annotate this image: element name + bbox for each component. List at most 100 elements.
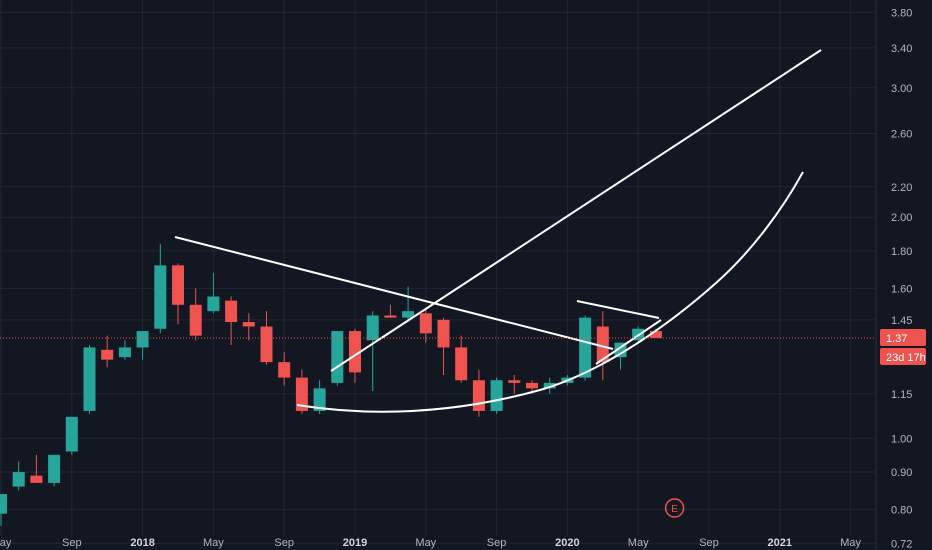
price-tick-label: 3.00 xyxy=(891,83,912,95)
candle[interactable] xyxy=(0,494,7,527)
candle-body xyxy=(455,347,468,381)
candle[interactable] xyxy=(437,317,450,375)
candle-body xyxy=(384,315,397,318)
time-tick-label: Sep xyxy=(62,537,82,549)
price-tick-label: 3.40 xyxy=(891,43,912,55)
candle[interactable] xyxy=(172,263,184,325)
last-price-badge: 1.37 23d 17h xyxy=(880,328,926,365)
candle[interactable] xyxy=(260,311,273,365)
candle[interactable] xyxy=(189,288,202,341)
candle[interactable] xyxy=(508,374,521,394)
candle-body xyxy=(278,362,291,378)
candle-body xyxy=(331,331,344,383)
candle[interactable] xyxy=(366,311,379,392)
candle-body xyxy=(0,494,7,514)
time-tick-label: 2021 xyxy=(768,537,792,549)
candle-body xyxy=(543,382,556,389)
candle-body xyxy=(579,317,592,378)
time-tick-label: May xyxy=(628,537,649,549)
candle-body xyxy=(649,331,662,338)
earnings-event-label: E xyxy=(671,504,678,515)
candle-body xyxy=(207,296,220,312)
price-axis[interactable] xyxy=(876,0,932,550)
candle-body xyxy=(30,475,43,483)
candle[interactable] xyxy=(419,309,432,343)
candle[interactable] xyxy=(83,345,96,414)
candle-body xyxy=(154,265,167,329)
candle-body xyxy=(366,315,379,341)
candle[interactable] xyxy=(154,243,167,334)
time-tick-label: May xyxy=(840,537,861,549)
candle[interactable] xyxy=(331,331,344,386)
candle-body xyxy=(490,380,503,411)
candle[interactable] xyxy=(490,377,503,414)
candle-body xyxy=(136,331,149,348)
time-tick-label: May xyxy=(203,537,224,549)
cup-base-curve[interactable] xyxy=(296,171,804,413)
candle-body xyxy=(508,380,521,383)
candle-body xyxy=(260,326,273,363)
candle-body xyxy=(12,472,25,487)
candle-body xyxy=(437,319,450,348)
candle-body xyxy=(118,347,131,358)
last-price-tag xyxy=(880,328,926,346)
candle[interactable] xyxy=(579,315,592,381)
time-tick-label: 2020 xyxy=(555,537,579,549)
candle-body xyxy=(313,388,326,411)
trend-drawings[interactable] xyxy=(174,49,822,413)
price-tick-label: 1.80 xyxy=(891,246,912,258)
earnings-event-circle[interactable] xyxy=(664,498,685,518)
pennant-lower-trendline[interactable] xyxy=(595,319,662,365)
candle[interactable] xyxy=(402,286,415,323)
candle[interactable] xyxy=(136,331,149,360)
price-tick-label: 0.80 xyxy=(891,505,912,517)
candle[interactable] xyxy=(12,461,25,491)
time-tick-label: May xyxy=(415,537,436,549)
candle-body xyxy=(83,347,96,411)
candle[interactable] xyxy=(118,340,131,360)
candle[interactable] xyxy=(384,304,397,318)
candle-body xyxy=(526,382,538,389)
candle[interactable] xyxy=(543,377,556,394)
falling-resistance-trendline[interactable] xyxy=(174,236,614,350)
candle-body xyxy=(349,331,361,373)
bar-countdown-value: 23d 17h xyxy=(886,352,926,364)
grid xyxy=(0,0,876,544)
candle[interactable] xyxy=(225,296,238,346)
pennant-upper-trendline[interactable] xyxy=(576,300,660,319)
candle[interactable] xyxy=(242,313,255,341)
candle-body xyxy=(225,300,238,323)
event-marker[interactable]: E xyxy=(664,498,685,518)
candle-body xyxy=(172,265,184,305)
candle[interactable] xyxy=(101,335,114,368)
price-tick-label: 3.80 xyxy=(891,7,912,19)
candle-body xyxy=(295,377,308,411)
candle-body xyxy=(596,326,609,363)
time-tick-label: 2019 xyxy=(343,537,367,549)
candle[interactable] xyxy=(278,352,291,386)
candle[interactable] xyxy=(65,416,78,455)
price-tick-label: 1.60 xyxy=(891,283,912,295)
price-tick-label: 1.00 xyxy=(891,433,912,445)
time-tick-label: May xyxy=(0,537,12,549)
price-tick-label: 2.60 xyxy=(891,128,912,140)
candle[interactable] xyxy=(207,272,220,314)
candle[interactable] xyxy=(30,454,43,483)
rising-channel-trendline[interactable] xyxy=(330,49,822,372)
price-tick-label: 0.90 xyxy=(891,467,912,479)
candle-body xyxy=(48,454,61,483)
candle-body xyxy=(402,311,415,318)
bar-countdown-tag xyxy=(880,347,926,365)
time-tick-label: Sep xyxy=(699,537,719,549)
price-tick-label: 1.15 xyxy=(891,389,912,401)
price-tick-label: 2.20 xyxy=(891,182,912,194)
candle[interactable] xyxy=(48,454,61,487)
time-tick-label: Sep xyxy=(274,537,294,549)
price-tick-label: 2.00 xyxy=(891,212,912,224)
candle[interactable] xyxy=(455,335,468,383)
candle-body xyxy=(101,349,114,360)
price-tick-label: 1.45 xyxy=(891,315,912,327)
